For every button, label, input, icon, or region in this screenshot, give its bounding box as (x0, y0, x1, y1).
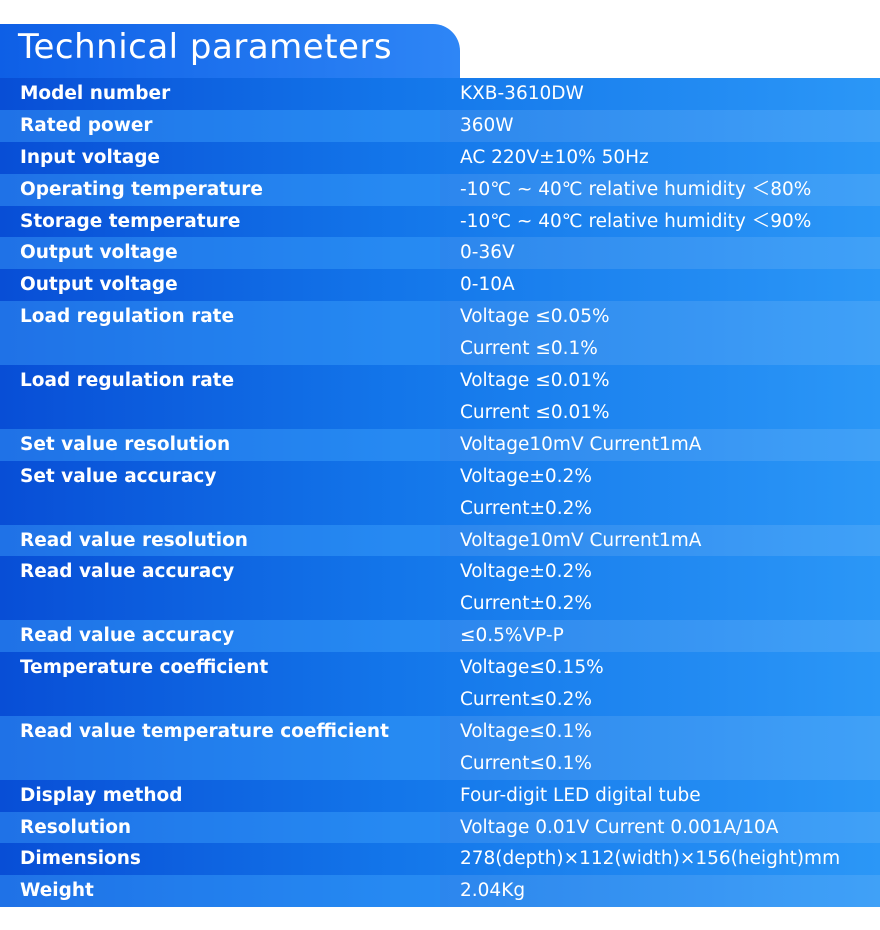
spec-table: Model number KXB-3610DW Rated power 360W Inp… (0, 78, 880, 908)
row-value-line: Current ≤0.01% (460, 401, 610, 423)
row-value-line: Voltage≤0.15% (460, 657, 604, 679)
row-value: 360W (440, 110, 880, 142)
table-row: Model number KXB-3610DW (0, 78, 880, 110)
row-value-line: 360W (460, 114, 514, 136)
row-value: Voltage±0.2% Current±0.2% (440, 461, 880, 525)
row-value-line: Voltage ≤0.01% (460, 370, 610, 392)
title-tab: Technical parameters (0, 24, 460, 78)
row-value-line: 0-36V (460, 242, 515, 264)
row-label: Load regulation rate (20, 370, 235, 392)
row-value-line: Voltage±0.2% (460, 465, 592, 487)
row-label: Read value resolution (0, 524, 440, 557)
row-value-line: Four-digit LED digital tube (460, 784, 701, 806)
row-value: Voltage ≤0.05% Current ≤0.1% (440, 301, 880, 365)
row-value-line: -10℃ ~ 40℃ relative humidity ＜90% (460, 210, 812, 232)
row-value-line: AC 220V±10% 50Hz (460, 146, 649, 168)
row-value: 2.04Kg (440, 875, 880, 907)
row-value: 278(depth)×112(width)×156(height)mm (440, 843, 880, 875)
row-value-line: 278(depth)×112(width)×156(height)mm (460, 848, 841, 870)
row-value: AC 220V±10% 50Hz (440, 142, 880, 174)
row-value-line: Voltage≤0.1% (460, 720, 592, 742)
row-label: Rated power (0, 109, 440, 142)
page-title: Technical parameters (18, 27, 393, 67)
row-label: Storage temperature (20, 210, 241, 232)
row-value: Voltage10mV Current1mA (440, 429, 880, 461)
table-row: Read value temperature coefficient Voltag… (0, 715, 880, 780)
table-row: Output voltage 0-10A (0, 269, 880, 301)
row-value-line: Current ≤0.1% (460, 338, 598, 360)
table-row: Load regulation rate Voltage ≤0.01% Curren… (0, 365, 880, 429)
table-row: Read value accuracy Voltage±0.2% Current±0… (0, 556, 880, 620)
row-value-line: Voltage ≤0.05% (460, 306, 610, 328)
row-value: -10℃ ~ 40℃ relative humidity ＜90% (440, 206, 880, 238)
table-row: Set value accuracy Voltage±0.2% Current±0.… (0, 461, 880, 525)
row-label: Set value resolution (0, 428, 440, 461)
row-label: Input voltage (20, 146, 160, 168)
row-label: Read value accuracy (0, 620, 440, 653)
row-value-line: Voltage 0.01V Current 0.001A/10A (460, 816, 779, 838)
row-label: Load regulation rate (0, 301, 440, 366)
row-value: 0-36V (440, 237, 880, 269)
row-value: Voltage≤0.15% Current≤0.2% (440, 652, 880, 716)
row-value: ≤0.5%VP-P (440, 620, 880, 652)
row-label: Weight (0, 875, 440, 908)
table-row: Operating temperature -10℃ ~ 40℃ relativ… (0, 173, 880, 206)
row-label: Model number (20, 83, 171, 104)
table-row: Display method Four-digit LED digital tub… (0, 780, 880, 812)
row-value: Voltage ≤0.01% Current ≤0.01% (440, 365, 880, 429)
row-value-line: Voltage±0.2% (460, 561, 592, 583)
row-value-line: KXB-3610DW (460, 83, 584, 104)
row-label: Set value accuracy (20, 465, 217, 487)
row-value: -10℃ ~ 40℃ relative humidity ＜80% (440, 174, 880, 206)
row-value-line: Voltage10mV Current1mA (460, 529, 702, 551)
table-row: Read value accuracy ≤0.5%VP-P (0, 620, 880, 653)
row-label: Dimensions (20, 848, 141, 870)
row-label: Output voltage (20, 274, 178, 296)
table-row: Dimensions 278(depth)×112(width)×156(heig… (0, 843, 880, 875)
row-value-line: 2.04Kg (460, 880, 526, 902)
table-row: Output voltage 0-36V (0, 237, 880, 270)
row-label: Read value accuracy (20, 561, 235, 583)
row-value-line: ≤0.5%VP-P (460, 625, 564, 647)
row-label: Display method (20, 784, 183, 806)
table-row: Weight 2.04Kg (0, 875, 880, 908)
row-value-line: Current≤0.1% (460, 752, 592, 774)
row-label: Read value temperature coefficient (0, 715, 440, 780)
row-label: Output voltage (0, 237, 440, 270)
table-row: Storage temperature -10℃ ~ 40℃ relative … (0, 206, 880, 238)
row-value: Voltage 0.01V Current 0.001A/10A (440, 812, 880, 844)
row-value: 0-10A (440, 269, 880, 301)
row-value: Voltage±0.2% Current±0.2% (440, 556, 880, 620)
row-label: Resolution (0, 811, 440, 844)
table-row: Temperature coefficient Voltage≤0.15% Curr… (0, 652, 880, 716)
table-row: Resolution Voltage 0.01V Current 0.001A/1… (0, 811, 880, 844)
row-value-line: -10℃ ~ 40℃ relative humidity ＜80% (460, 178, 812, 200)
row-value: Voltage≤0.1% Current≤0.1% (440, 716, 880, 780)
row-value-line: Voltage10mV Current1mA (460, 433, 702, 455)
row-value: Voltage10mV Current1mA (440, 525, 880, 557)
table-row: Input voltage AC 220V±10% 50Hz (0, 142, 880, 174)
table-row: Load regulation rate Voltage ≤0.05% Curren… (0, 301, 880, 366)
row-value-line: Current≤0.2% (460, 688, 592, 710)
table-row: Read value resolution Voltage10mV Current… (0, 524, 880, 557)
bottom-margin (0, 907, 880, 930)
row-label: Operating temperature (0, 173, 440, 206)
table-row: Set value resolution Voltage10mV Current1… (0, 428, 880, 461)
row-value: Four-digit LED digital tube (440, 780, 880, 812)
row-value: KXB-3610DW (440, 78, 880, 110)
row-label: Temperature coefficient (20, 657, 269, 679)
row-value-line: Current±0.2% (460, 497, 592, 519)
row-value-line: 0-10A (460, 274, 515, 296)
table-row: Rated power 360W (0, 109, 880, 142)
row-value-line: Current±0.2% (460, 593, 592, 615)
